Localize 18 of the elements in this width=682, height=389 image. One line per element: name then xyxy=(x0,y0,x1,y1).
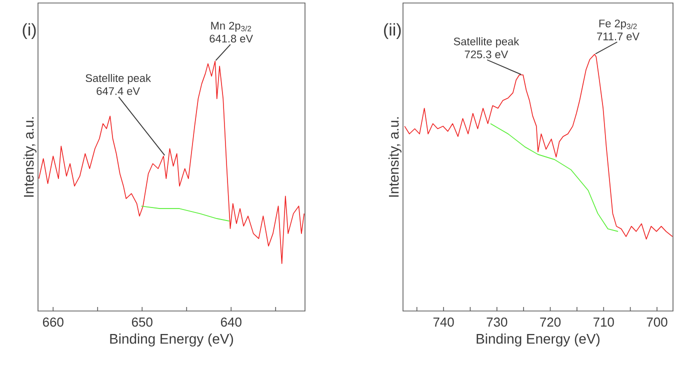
y-axis-title: Intensity, a.u. xyxy=(388,117,402,197)
x-tick-label: 720 xyxy=(540,318,561,327)
annotation: Satellite peak 647.4 eV xyxy=(86,74,151,95)
x-tick-label: 640 xyxy=(220,318,242,327)
x-tick-label: 710 xyxy=(594,318,614,327)
annotation: Satellite peak 725.3 eV xyxy=(454,37,520,58)
x-tick-label: 730 xyxy=(486,318,508,327)
annotation: Fe 2p$_{3/2}$ 711.7 eV xyxy=(597,20,640,40)
chart-title: (i) xyxy=(22,23,36,39)
y-axis-title: Intensity, a.u. xyxy=(23,117,36,197)
x-tick-label: 740 xyxy=(433,318,454,327)
annotation: Mn 2p$_{3/2}$ 641.8 eV xyxy=(210,22,253,43)
x-tick-label: 660 xyxy=(42,318,64,327)
x-axis-title: Binding Energy (eV) xyxy=(110,334,234,347)
chart-title: (ii) xyxy=(384,23,401,39)
x-tick-label: 650 xyxy=(132,318,152,327)
x-axis-title: Binding Energy (eV) xyxy=(476,334,600,347)
x-tick-label: 700 xyxy=(646,318,668,327)
